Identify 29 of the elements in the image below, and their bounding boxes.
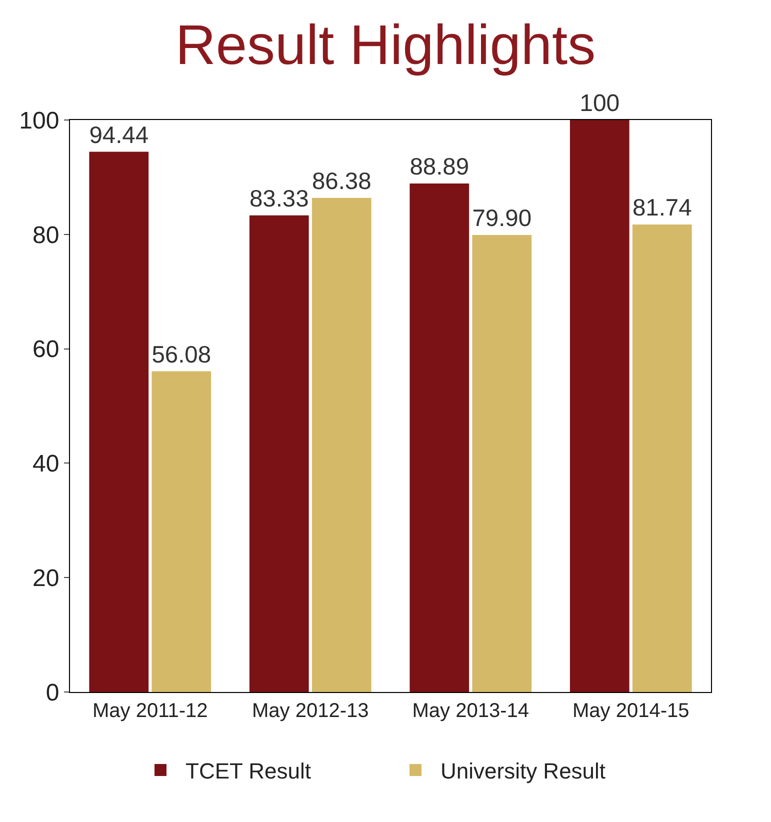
x-tick-label: May 2014-15 <box>572 700 690 722</box>
bar <box>312 198 372 692</box>
data-label: 83.33 <box>249 186 309 212</box>
chart-title: Result Highlights <box>175 12 596 76</box>
y-tick-label: 100 <box>19 107 60 134</box>
y-tick-label: 60 <box>32 336 60 364</box>
x-tick-label: May 2012-13 <box>252 700 369 722</box>
bar <box>89 152 149 692</box>
legend-label: University Result <box>440 758 606 784</box>
bar <box>472 234 532 692</box>
bar <box>410 184 470 692</box>
data-label: 81.74 <box>632 196 692 222</box>
y-tick-label: 80 <box>32 222 60 249</box>
bar <box>249 215 309 692</box>
data-label: 86.38 <box>312 168 372 195</box>
data-label: 56.08 <box>152 342 212 368</box>
data-label: 94.44 <box>89 122 149 149</box>
legend-label: TCET Result <box>186 758 312 784</box>
x-tick-label: May 2013-14 <box>412 700 530 722</box>
y-tick-label: 0 <box>46 679 60 706</box>
x-tick-label: May 2011-12 <box>92 700 208 722</box>
bar <box>152 371 212 692</box>
data-label: 100 <box>580 90 620 117</box>
bar <box>632 224 692 692</box>
data-label: 88.89 <box>410 154 470 181</box>
y-tick-label: 40 <box>32 450 60 478</box>
data-label: 79.90 <box>472 206 532 232</box>
bar <box>570 120 630 692</box>
y-tick-label: 20 <box>32 565 60 592</box>
